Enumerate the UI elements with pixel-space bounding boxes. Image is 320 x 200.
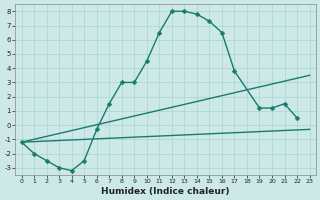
X-axis label: Humidex (Indice chaleur): Humidex (Indice chaleur) <box>101 187 230 196</box>
